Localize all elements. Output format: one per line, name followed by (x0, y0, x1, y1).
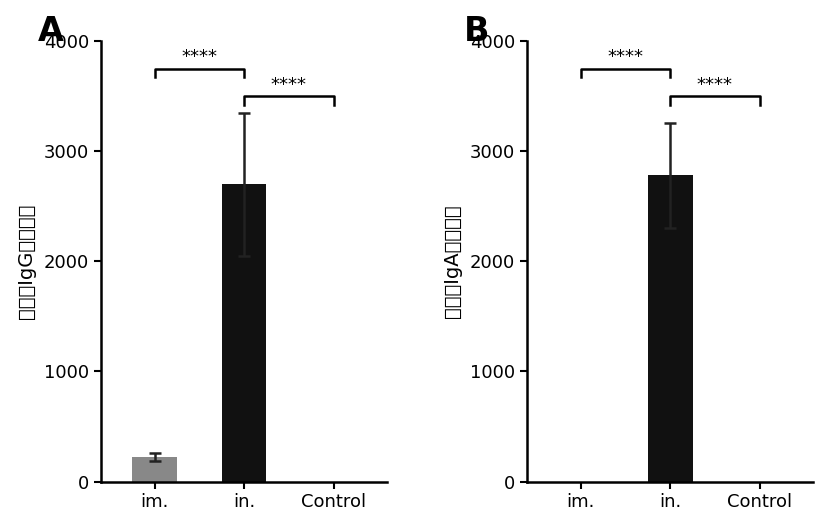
Text: ****: **** (271, 76, 307, 94)
Text: B: B (464, 15, 490, 48)
Text: A: A (38, 15, 64, 48)
Y-axis label: 肺洗液IgA抗体水平: 肺洗液IgA抗体水平 (442, 204, 461, 318)
Text: ****: **** (182, 49, 217, 67)
Y-axis label: 肺洗液IgG抗体水平: 肺洗液IgG抗体水平 (17, 204, 36, 319)
Bar (132, 457, 177, 482)
Bar (648, 175, 692, 482)
Text: ****: **** (608, 49, 643, 67)
Text: ****: **** (697, 76, 733, 94)
Bar (222, 184, 266, 482)
